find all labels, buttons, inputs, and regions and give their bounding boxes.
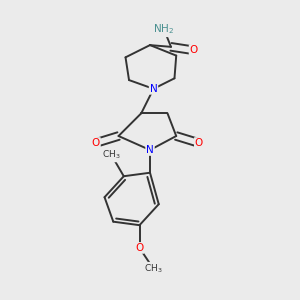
Text: O: O: [135, 243, 144, 253]
Text: O: O: [190, 45, 198, 55]
Text: O: O: [92, 138, 100, 148]
Text: N: N: [146, 145, 154, 155]
Text: CH$_3$: CH$_3$: [144, 262, 163, 275]
Text: NH$_2$: NH$_2$: [153, 22, 175, 36]
Text: N: N: [150, 84, 158, 94]
Text: O: O: [195, 138, 203, 148]
Text: CH$_3$: CH$_3$: [102, 149, 121, 161]
